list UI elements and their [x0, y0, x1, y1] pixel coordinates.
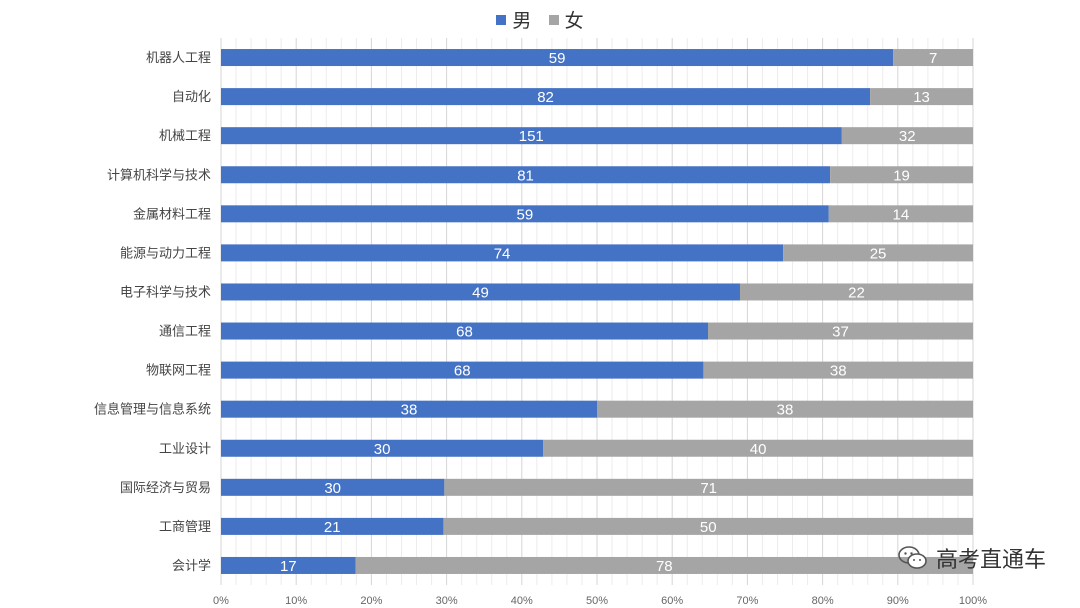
x-tick-label: 70% — [736, 595, 758, 607]
data-label-female: 71 — [700, 480, 717, 497]
data-label-female: 13 — [913, 89, 930, 106]
watermark-text: 高考直通车 — [935, 547, 1046, 572]
x-tick-label: 60% — [661, 595, 683, 607]
bar-male — [221, 439, 544, 457]
data-label-female: 14 — [893, 206, 910, 223]
legend: 男 女 — [0, 6, 1080, 33]
data-label-female: 32 — [899, 128, 916, 145]
data-label-female: 19 — [893, 167, 910, 184]
category-label: 机器人工程 — [146, 50, 211, 65]
bar-male — [221, 49, 894, 67]
category-label: 会计学 — [172, 558, 211, 573]
x-tick-label: 30% — [436, 595, 458, 607]
bar-female — [783, 244, 973, 262]
data-label-female: 25 — [870, 245, 887, 262]
bar-male — [221, 88, 871, 106]
category-label: 信息管理与信息系统 — [94, 402, 211, 417]
category-label: 自动化 — [172, 89, 211, 104]
legend-swatch-male — [496, 15, 507, 25]
bar-female — [830, 166, 973, 184]
x-tick-label: 90% — [887, 595, 909, 607]
bar-male — [221, 361, 704, 379]
bar-male — [221, 322, 709, 340]
data-label-male: 68 — [456, 324, 473, 341]
bar-female — [543, 439, 973, 457]
category-label: 工业设计 — [159, 441, 211, 456]
bar-male — [221, 517, 444, 535]
data-label-female: 22 — [848, 284, 865, 301]
legend-label-male: 男 — [512, 11, 532, 32]
category-label: 能源与动力工程 — [120, 245, 211, 260]
category-label: 计算机科学与技术 — [107, 167, 211, 182]
data-label-female: 38 — [777, 402, 794, 419]
bar-male — [221, 166, 831, 184]
data-label-male: 74 — [494, 245, 511, 262]
data-label-female: 78 — [656, 558, 673, 575]
bar-male — [221, 400, 597, 418]
data-label-male: 30 — [374, 441, 391, 458]
legend-swatch-female — [548, 15, 559, 25]
bar-male — [221, 244, 784, 262]
bar-female — [444, 478, 973, 496]
data-label-male: 49 — [472, 284, 489, 301]
data-label-male: 68 — [454, 363, 471, 380]
x-tick-label: 0% — [213, 595, 229, 607]
bar-female — [443, 517, 973, 535]
data-label-male: 21 — [324, 519, 341, 536]
bar-female — [828, 205, 973, 223]
data-label-male: 38 — [401, 402, 418, 419]
x-tick-label: 10% — [285, 595, 307, 607]
bar-female — [841, 127, 973, 145]
watermark: 高考直通车 — [898, 542, 1046, 574]
data-label-female: 40 — [750, 441, 767, 458]
bar-male — [221, 478, 445, 496]
category-label: 通信工程 — [159, 324, 211, 339]
data-label-male: 151 — [519, 128, 544, 145]
bar-male — [221, 556, 356, 574]
bar-female — [355, 556, 973, 574]
data-label-male: 82 — [537, 89, 554, 106]
x-tick-label: 20% — [360, 595, 382, 607]
category-label: 国际经济与贸易 — [120, 480, 211, 495]
data-label-male: 81 — [517, 167, 534, 184]
x-tick-label: 80% — [812, 595, 834, 607]
data-label-male: 59 — [517, 206, 534, 223]
bar-male — [221, 127, 842, 145]
data-label-female: 50 — [700, 519, 717, 536]
bar-female — [708, 322, 973, 340]
category-label: 机械工程 — [159, 128, 211, 143]
category-label: 物联网工程 — [146, 363, 211, 378]
bar-female — [870, 88, 973, 106]
wechat-icon — [898, 546, 927, 569]
data-label-male: 59 — [549, 50, 566, 67]
category-label: 金属材料工程 — [133, 206, 211, 221]
x-tick-label: 100% — [959, 595, 987, 607]
data-label-male: 17 — [280, 558, 297, 575]
legend-item-female: 女 — [548, 6, 584, 33]
data-label-male: 30 — [324, 480, 341, 497]
data-label-female: 7 — [929, 50, 937, 67]
x-tick-label: 40% — [511, 595, 533, 607]
x-tick-label: 50% — [586, 595, 608, 607]
legend-label-female: 女 — [564, 11, 584, 32]
bar-male — [221, 205, 829, 223]
bar-female — [739, 283, 973, 301]
data-label-female: 38 — [830, 363, 847, 380]
category-label: 工商管理 — [159, 519, 211, 534]
data-label-female: 37 — [832, 324, 849, 341]
bar-male — [221, 283, 740, 301]
bar-female — [597, 400, 973, 418]
legend-item-male: 男 — [496, 6, 531, 33]
bar-female — [893, 49, 973, 67]
bar-female — [703, 361, 973, 379]
category-label: 电子科学与技术 — [120, 284, 211, 299]
